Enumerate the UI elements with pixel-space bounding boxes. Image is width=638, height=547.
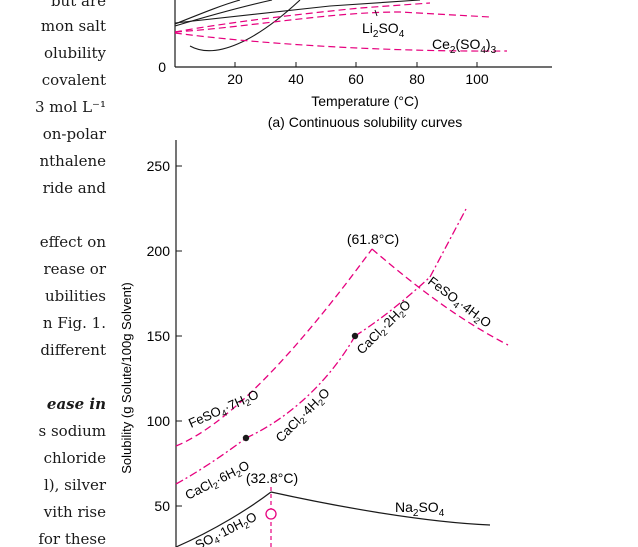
x-axis-label: Temperature (°C) xyxy=(311,93,419,109)
x-tick-label: 60 xyxy=(348,71,364,87)
x-tick-label: 100 xyxy=(465,71,489,87)
text-line: mon salt xyxy=(40,17,106,35)
label-feso4-7h2o: FeSO4·7H2O xyxy=(186,387,262,433)
curve-na2so4 xyxy=(270,491,491,526)
curve-magenta-dashed xyxy=(174,32,508,52)
y-tick-label: 0 xyxy=(158,59,166,75)
text-line: for these xyxy=(38,530,106,547)
text-line: chloride xyxy=(43,449,106,467)
text-line: but are xyxy=(50,0,106,10)
curve-cacl2-4h2o xyxy=(245,335,356,439)
y-tick-label: 50 xyxy=(154,498,170,514)
curve-magenta-dashed xyxy=(174,11,491,33)
text-line: nthalene xyxy=(39,152,106,170)
label-na2so4-10h2o: SO4·10H2O xyxy=(193,509,261,547)
curve-feso4-7h2o xyxy=(175,248,373,447)
curve-magenta-dashed xyxy=(174,2,431,33)
curve-black xyxy=(189,0,301,52)
text-line: n Fig. 1. xyxy=(42,314,106,332)
text-line: vith rise xyxy=(43,503,106,521)
top-chart: Li2SO4 Ce2(SO4)3 0 20 40 60 80 100 Tempe… xyxy=(158,0,552,130)
annotation-61-8c: (61.8°C) xyxy=(347,231,399,247)
label-feso4-4h2o: FeSO4·4H2O xyxy=(424,273,494,332)
text-line: different xyxy=(40,341,106,359)
text-line: rease or xyxy=(43,260,106,278)
text-line-bold-italic: ease in xyxy=(46,395,106,413)
label-li2so4: Li2SO4 xyxy=(362,20,405,40)
curve-black xyxy=(174,0,421,24)
text-line: effect on xyxy=(39,233,106,251)
label-cacl2-4h2o: CaCl2·4H2O xyxy=(273,385,335,447)
curve-cacl2-2h2o xyxy=(354,276,431,337)
x-tick-label: 80 xyxy=(409,71,425,87)
transition-point xyxy=(242,434,250,442)
text-line: covalent xyxy=(41,71,106,89)
transition-point xyxy=(351,332,359,340)
y-tick-label: 200 xyxy=(147,243,171,259)
bottom-chart: 250 200 150 100 50 Solubility (g Solute/… xyxy=(119,140,509,547)
open-point-marker xyxy=(265,508,277,520)
text-line: ubilities xyxy=(44,287,106,305)
curve-feso4-4h2o xyxy=(371,248,509,346)
text-line: on-polar xyxy=(42,125,106,143)
y-tick-label: 250 xyxy=(147,158,171,174)
text-line: olubility xyxy=(44,44,106,62)
curve-black xyxy=(174,0,273,27)
x-tick-label: 20 xyxy=(227,71,243,87)
y-tick-label: 150 xyxy=(147,328,171,344)
body-text-column: but are mon salt olubility covalent 3 mo… xyxy=(0,0,108,547)
label-cacl2-2h2o: CaCl2·2H2O xyxy=(354,297,416,359)
y-axis-label: Solubility (g Solute/100g Solvent) xyxy=(119,282,134,474)
label-ce2so43: Ce2(SO4)3 xyxy=(432,36,497,56)
text-line: l), silver xyxy=(44,476,106,494)
leader-line xyxy=(374,9,378,17)
figure-caption: (a) Continuous solubility curves xyxy=(268,114,463,130)
label-na2so4: Na2SO4 xyxy=(395,499,445,519)
label-cacl2-6h2o: CaCl2·6H2O xyxy=(183,458,253,505)
y-tick-label: 100 xyxy=(147,413,171,429)
curve-na2so4-10h2o xyxy=(175,491,272,547)
text-line: 3 mol L⁻¹ xyxy=(34,98,106,116)
text-line: s sodium xyxy=(38,422,106,440)
curve-black xyxy=(174,0,241,25)
annotation-32-8c: (32.8°C) xyxy=(246,470,298,486)
curve-cacl2-continuation xyxy=(429,208,467,278)
x-tick-label: 40 xyxy=(288,71,304,87)
text-line: ride and xyxy=(42,179,106,197)
